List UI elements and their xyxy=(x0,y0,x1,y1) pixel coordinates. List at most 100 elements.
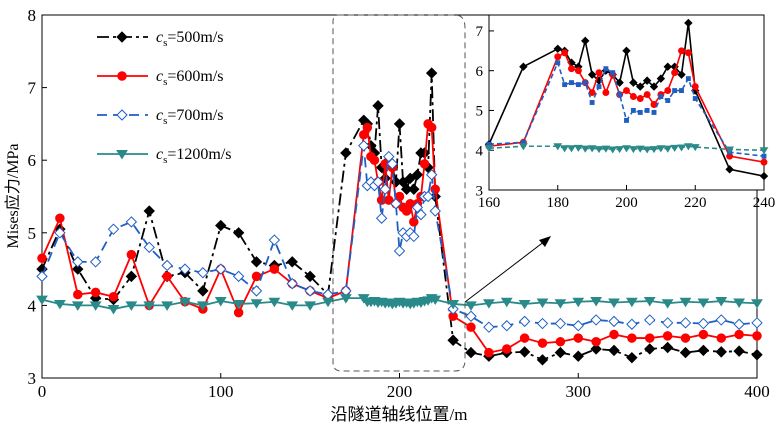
main-data-point xyxy=(250,256,263,268)
main-data-point xyxy=(733,298,746,308)
main-data-point xyxy=(661,299,674,309)
main-data-point xyxy=(72,256,84,268)
main-data-point xyxy=(411,169,424,181)
inset-data-point xyxy=(630,108,636,113)
main-data-point xyxy=(214,297,227,307)
main-data-point xyxy=(197,267,209,279)
legend-marker xyxy=(117,71,127,81)
main-x-tick-label: 0 xyxy=(38,382,47,401)
main-data-point xyxy=(268,297,281,308)
inset-y-tick-label: 4 xyxy=(476,143,484,159)
main-series-3 xyxy=(36,294,763,315)
inset-data-point xyxy=(649,82,659,91)
main-data-point xyxy=(250,285,263,297)
main-data-point xyxy=(232,270,245,283)
main-data-point xyxy=(697,317,710,330)
main-data-point xyxy=(643,297,656,307)
main-data-point xyxy=(466,322,476,332)
main-data-point xyxy=(422,190,434,203)
inset-data-point xyxy=(567,145,576,153)
main-data-point xyxy=(680,333,691,343)
inset-data-point xyxy=(677,144,686,152)
main-data-point xyxy=(679,346,692,359)
main-data-point xyxy=(286,301,299,311)
main-data-point xyxy=(518,346,531,358)
main-data-point xyxy=(518,299,531,310)
main-data-point xyxy=(89,256,102,268)
legend-marker xyxy=(116,109,128,121)
main-data-point xyxy=(425,67,438,79)
main-data-point xyxy=(251,271,262,282)
inset-data-point xyxy=(692,96,698,101)
main-data-point xyxy=(572,320,584,332)
inset-data-point xyxy=(628,146,638,154)
inset-data-point xyxy=(594,146,604,154)
zoom-region-box xyxy=(332,14,466,372)
main-data-point xyxy=(536,354,549,366)
main-data-point xyxy=(626,351,638,364)
main-data-point xyxy=(447,334,459,346)
main-data-point xyxy=(501,320,513,332)
main-data-point xyxy=(372,100,384,112)
main-data-point xyxy=(752,331,762,341)
inset-data-point xyxy=(759,171,769,181)
main-data-point xyxy=(393,118,406,130)
inset-x-tick-label: 180 xyxy=(547,195,570,211)
main-data-point xyxy=(482,299,495,309)
main-data-point xyxy=(179,263,191,275)
main-data-point xyxy=(397,176,409,188)
inset-data-point xyxy=(678,47,685,55)
inset-data-point xyxy=(629,93,637,101)
inset-data-point xyxy=(624,117,629,123)
main-series-group xyxy=(36,67,763,366)
main-data-point xyxy=(716,333,726,343)
main-data-point xyxy=(90,287,101,298)
main-data-point xyxy=(89,301,102,311)
inset-y-tick-label: 3 xyxy=(476,183,484,199)
main-data-point xyxy=(362,122,373,133)
inset-data-point xyxy=(636,82,645,91)
inset-data-point xyxy=(561,49,569,57)
inset-data-point xyxy=(486,141,492,147)
main-data-point xyxy=(662,331,673,341)
main-data-point xyxy=(36,295,48,306)
main-data-point xyxy=(143,301,156,311)
main-y-tick-label: 5 xyxy=(28,224,37,243)
main-data-point xyxy=(661,317,674,329)
inset-data-point xyxy=(575,82,581,88)
main-data-point xyxy=(143,241,155,254)
inset-data-point xyxy=(670,144,680,152)
inset-data-point xyxy=(691,83,699,91)
inset-data-point xyxy=(683,143,693,151)
main-data-point xyxy=(554,317,567,330)
inset-data-point xyxy=(663,145,673,153)
inset-data-point xyxy=(679,88,684,94)
main-data-point xyxy=(590,314,602,326)
main-data-point xyxy=(55,213,65,224)
main-data-point xyxy=(286,277,298,290)
main-data-point xyxy=(518,315,531,328)
main-data-point xyxy=(383,150,395,163)
inset-plot-frame xyxy=(488,14,765,191)
main-data-point xyxy=(554,346,567,359)
main-data-point xyxy=(751,299,763,309)
main-data-point xyxy=(71,301,84,311)
inset-data-point xyxy=(602,89,610,97)
main-data-point xyxy=(572,350,584,362)
main-data-point xyxy=(408,183,420,195)
inset-data-point xyxy=(554,53,562,61)
inset-data-point xyxy=(562,82,568,88)
main-data-point xyxy=(733,345,745,357)
legend-marker xyxy=(116,150,128,160)
inset-data-point xyxy=(656,74,666,83)
main-data-point xyxy=(590,297,603,307)
main-data-point xyxy=(536,317,549,330)
main-data-point xyxy=(390,198,402,210)
inset-data-point xyxy=(636,95,644,102)
inset-data-point xyxy=(760,158,768,166)
main-data-point xyxy=(232,299,245,310)
inset-data-point xyxy=(615,146,625,154)
main-data-point xyxy=(519,333,530,343)
main-data-point xyxy=(609,329,619,340)
main-data-point xyxy=(304,270,316,283)
